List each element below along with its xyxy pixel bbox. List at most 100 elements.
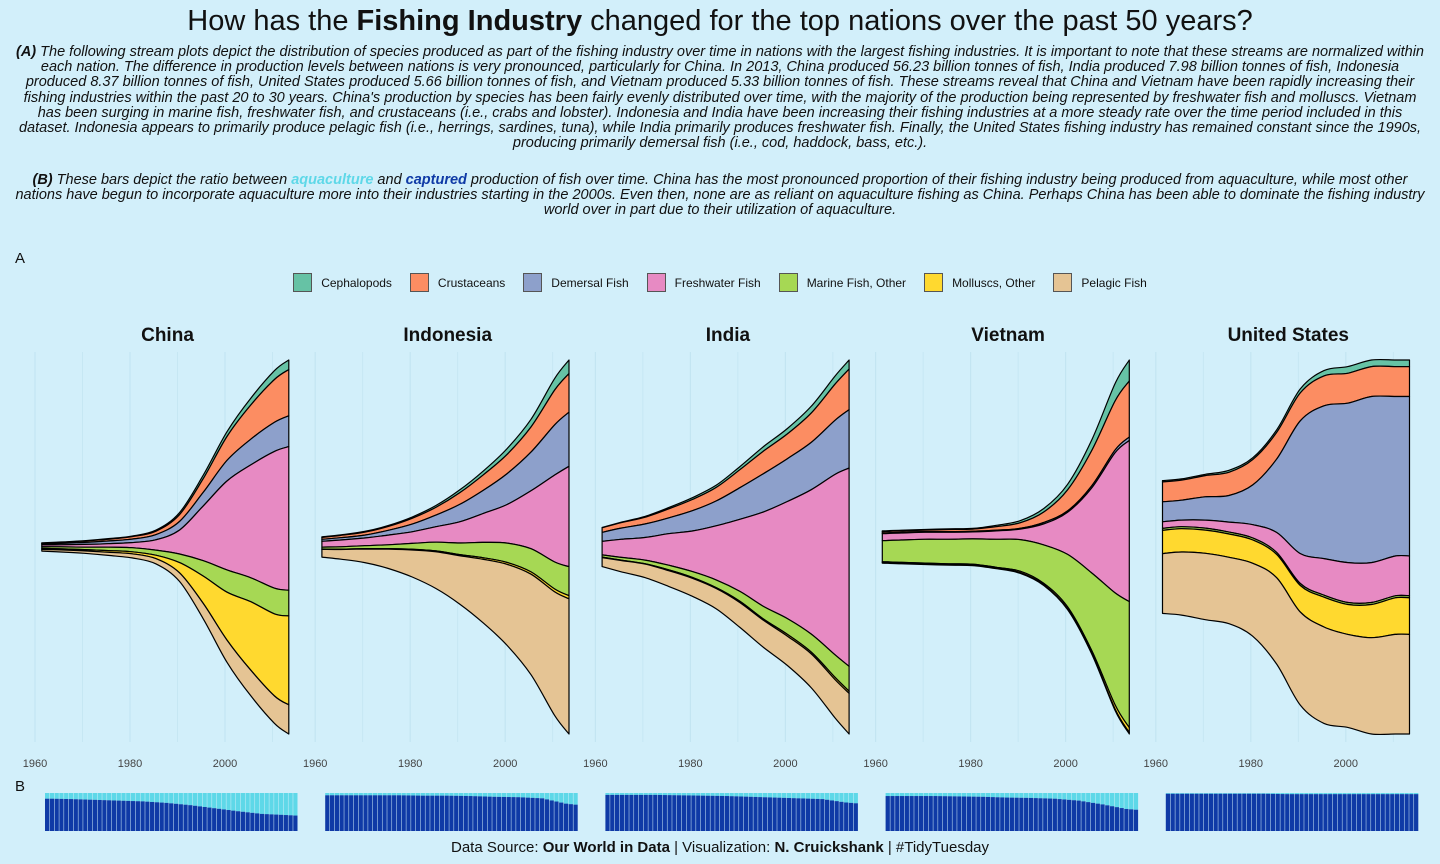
bar-captured bbox=[815, 798, 820, 831]
stream-pelagic-fish bbox=[881, 561, 1130, 735]
bar-aquaculture bbox=[1175, 793, 1180, 794]
bar-aquaculture bbox=[1052, 793, 1057, 799]
bar-captured bbox=[188, 805, 193, 831]
bar-aquaculture bbox=[610, 793, 615, 795]
bar-captured bbox=[293, 815, 298, 831]
bar-captured bbox=[73, 799, 78, 831]
bar-captured bbox=[801, 798, 806, 831]
bar-captured bbox=[154, 802, 160, 831]
panel-vietnam: Vietnam 1960 1980 2000 bbox=[863, 325, 1139, 831]
bar-aquaculture bbox=[212, 793, 217, 809]
bar-captured bbox=[614, 794, 620, 831]
bar-aquaculture bbox=[83, 793, 88, 800]
bar-aquaculture bbox=[942, 793, 948, 797]
bar-captured bbox=[657, 794, 663, 831]
bar-captured bbox=[255, 813, 260, 831]
bar-captured bbox=[990, 797, 995, 831]
bar-aquaculture bbox=[372, 793, 378, 796]
bar-captured bbox=[559, 802, 564, 831]
bar-aquaculture bbox=[976, 793, 981, 797]
bar-captured bbox=[1052, 798, 1057, 831]
bar-captured bbox=[762, 797, 768, 831]
bar-captured bbox=[525, 797, 530, 831]
bar-captured bbox=[839, 801, 844, 831]
bar-captured bbox=[183, 804, 188, 831]
bar-aquaculture bbox=[966, 793, 972, 797]
legend-label: Crustaceans bbox=[437, 275, 506, 290]
bar-captured bbox=[87, 799, 93, 831]
bar-aquaculture bbox=[1251, 793, 1256, 794]
bar-aquaculture bbox=[368, 793, 373, 796]
bar-captured bbox=[648, 794, 653, 831]
bar-captured bbox=[78, 799, 83, 831]
bar-captured bbox=[1237, 793, 1242, 831]
bar-aquaculture bbox=[401, 793, 406, 796]
bar-captured bbox=[102, 800, 107, 831]
bar-captured bbox=[140, 801, 145, 831]
bar-captured bbox=[1351, 794, 1357, 831]
bar-captured bbox=[1024, 797, 1029, 831]
bar-captured bbox=[406, 795, 411, 831]
legend-item: Molluscs, Other bbox=[924, 273, 1035, 292]
bar-captured bbox=[430, 795, 435, 831]
bar-captured bbox=[919, 796, 924, 831]
bar-aquaculture bbox=[188, 793, 193, 806]
bar-aquaculture bbox=[573, 793, 578, 805]
bar-aquaculture bbox=[349, 793, 354, 796]
x-tick-label: 1960 bbox=[23, 758, 47, 770]
bar-captured bbox=[420, 795, 425, 831]
bar-captured bbox=[1165, 793, 1171, 831]
bar-captured bbox=[1280, 794, 1285, 831]
bar-captured bbox=[1213, 793, 1218, 831]
stream-pelagic-fish bbox=[41, 548, 290, 735]
bar-captured bbox=[629, 794, 634, 831]
bar-captured bbox=[240, 811, 245, 831]
bar-aquaculture bbox=[1213, 793, 1218, 794]
bar-captured bbox=[226, 810, 231, 831]
bar-aquaculture bbox=[325, 793, 330, 796]
bar-captured bbox=[197, 806, 203, 831]
bar-captured bbox=[377, 795, 382, 831]
bar-aquaculture bbox=[54, 793, 59, 799]
bar-aquaculture bbox=[890, 793, 895, 797]
bar-aquaculture bbox=[1337, 793, 1342, 795]
bar-aquaculture bbox=[425, 793, 430, 796]
bar-captured bbox=[283, 815, 288, 831]
bar-captured bbox=[235, 811, 241, 831]
bar-captured bbox=[1380, 794, 1385, 831]
bar-aquaculture bbox=[1071, 793, 1077, 801]
bar-aquaculture bbox=[1038, 793, 1043, 799]
x-tick-label: 1960 bbox=[303, 758, 327, 770]
bar-captured bbox=[334, 795, 340, 831]
bar-captured bbox=[638, 794, 644, 831]
bar-captured bbox=[1299, 794, 1304, 831]
bar-aquaculture bbox=[1294, 793, 1299, 795]
bar-aquaculture bbox=[449, 793, 454, 796]
x-tick-label: 2000 bbox=[773, 758, 797, 770]
facet-title: China bbox=[141, 325, 194, 346]
bar-aquaculture bbox=[1394, 793, 1400, 795]
bar-aquaculture bbox=[1218, 793, 1223, 794]
bar-captured bbox=[121, 800, 126, 831]
bar-aquaculture bbox=[1062, 793, 1067, 800]
bar-aquaculture bbox=[358, 793, 363, 796]
bar-captured bbox=[1227, 793, 1233, 831]
bar-aquaculture bbox=[748, 793, 753, 797]
bar-captured bbox=[444, 795, 449, 831]
bar-aquaculture bbox=[648, 793, 653, 795]
bar-aquaculture bbox=[468, 793, 473, 797]
bar-captured bbox=[848, 802, 854, 831]
bar-captured bbox=[677, 795, 682, 831]
bar-aquaculture bbox=[1028, 793, 1034, 798]
bar-aquaculture bbox=[829, 793, 835, 801]
bar-aquaculture bbox=[1409, 793, 1414, 795]
bar-captured bbox=[705, 795, 710, 831]
bar-aquaculture bbox=[1124, 793, 1129, 809]
bar-captured bbox=[1028, 797, 1034, 831]
bar-captured bbox=[130, 801, 136, 831]
bar-aquaculture bbox=[269, 793, 274, 815]
bar-aquaculture bbox=[1351, 793, 1357, 795]
bar-aquaculture bbox=[1189, 793, 1194, 794]
legend-item: Demersal Fish bbox=[523, 273, 629, 292]
panel-india: India 1960 1980 2000 bbox=[583, 325, 858, 831]
